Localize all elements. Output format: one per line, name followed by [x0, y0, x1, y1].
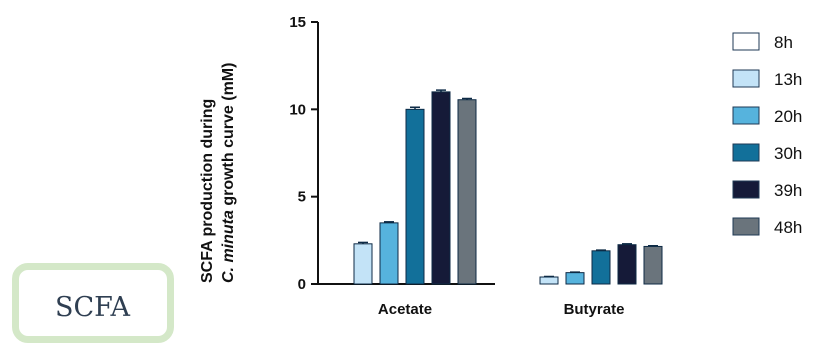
axes: 0 5 10 15 Acetate Butyrate [289, 14, 624, 318]
x-tick-label: Acetate [378, 301, 432, 318]
legend-label: 20h [774, 107, 802, 126]
legend-label: 39h [774, 181, 802, 200]
bar [565, 272, 585, 285]
y-tick-label: 5 [298, 189, 306, 206]
bar [457, 99, 477, 285]
bar [431, 91, 451, 285]
legend-swatch [732, 217, 760, 236]
legend-label: 48h [774, 218, 802, 237]
legend-label: 30h [774, 144, 802, 163]
x-tick-label: Butyrate [564, 301, 625, 318]
bar [379, 222, 399, 285]
bar [405, 108, 425, 285]
legend: 8h 13h 20h 30h 39h 48h [732, 32, 802, 237]
y-axis-title-line2: C. minuta growth curve (mM) [220, 63, 237, 283]
bars [353, 89, 663, 285]
bar [643, 245, 663, 285]
bar [353, 243, 373, 285]
legend-label: 13h [774, 70, 802, 89]
y-tick-label: 0 [298, 276, 306, 293]
legend-swatch [732, 143, 760, 162]
y-tick-label: 15 [289, 14, 306, 31]
bar [539, 276, 559, 285]
y-axis-title-line1: SCFA production during [199, 99, 216, 283]
bar [591, 250, 611, 285]
bar-chart: SCFA production during C. minuta growth … [199, 14, 802, 318]
legend-swatch [732, 69, 760, 88]
y-axis-title-italic: C. minuta [220, 210, 237, 283]
y-axis-title-rest: growth curve (mM) [220, 63, 237, 211]
scfa-label: SCFA [55, 292, 131, 323]
y-tick-label: 10 [289, 101, 306, 118]
legend-swatch [732, 180, 760, 199]
legend-swatch [732, 106, 760, 125]
bar [617, 244, 637, 285]
legend-swatch [732, 32, 760, 51]
legend-label: 8h [774, 33, 793, 52]
